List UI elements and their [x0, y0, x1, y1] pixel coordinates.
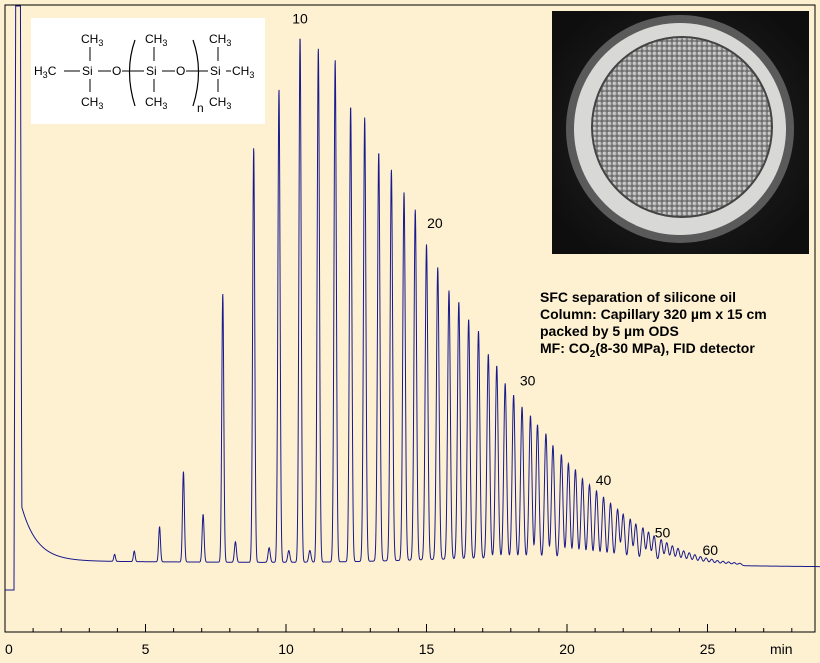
chromatogram-trace — [5, 5, 820, 591]
x-axis-ticks — [4, 624, 793, 632]
struct-o-2: O — [176, 64, 185, 78]
x-axis-tick-labels: 0 5 10 15 20 25 — [5, 641, 715, 657]
peak-label: 60 — [703, 542, 719, 558]
plot-frame — [4, 4, 816, 633]
peak-label: 10 — [292, 11, 308, 27]
x-axis-label: min — [770, 641, 793, 657]
chemical-structure: CH3 CH3 CH3 H3C Si O Si O Si CH3 CH3 CH3… — [31, 18, 265, 124]
x-tick-label: 0 — [5, 641, 13, 657]
peak-label: 20 — [427, 215, 443, 231]
struct-ch3-top-3: CH3 — [209, 32, 231, 48]
column-packing — [592, 37, 772, 217]
info-line-4: MF: CO2(8-30 MPa), FID detector — [540, 340, 755, 360]
info-line-3: packed by 5 µm ODS — [540, 323, 679, 339]
experiment-info: SFC separation of silicone oil Column: C… — [540, 289, 767, 363]
column-packing-shade — [591, 36, 773, 218]
struct-ch3-bottom-3: CH3 — [209, 95, 231, 111]
struct-si-1: Si — [82, 64, 93, 78]
peak-label: 50 — [655, 524, 671, 540]
x-tick-label: 10 — [278, 641, 294, 657]
struct-ch3-bottom-2: CH3 — [145, 95, 167, 111]
struct-si-2: Si — [146, 64, 157, 78]
struct-left-bracket — [128, 39, 136, 107]
info-line-2: Column: Capillary 320 µm x 15 cm — [540, 306, 767, 322]
struct-si-3: Si — [210, 64, 221, 78]
struct-ch3-bottom-1: CH3 — [81, 95, 103, 111]
x-tick-label: 20 — [559, 641, 575, 657]
struct-h3c: H3C — [34, 64, 57, 80]
column-cross-section-photo — [552, 11, 809, 254]
struct-right-bracket — [192, 39, 200, 107]
peak-label: 40 — [596, 472, 612, 488]
info-line-1: SFC separation of silicone oil — [540, 289, 737, 305]
peak-number-labels: 10 20 30 40 50 60 — [292, 11, 718, 558]
struct-ch3-right: CH3 — [232, 64, 254, 80]
struct-subscript-n: n — [197, 101, 204, 115]
struct-ch3-top-1: CH3 — [81, 32, 103, 48]
x-tick-label: 15 — [419, 641, 435, 657]
x-tick-label: 25 — [700, 641, 716, 657]
struct-ch3-top-2: CH3 — [145, 32, 167, 48]
x-tick-label: 5 — [142, 641, 150, 657]
struct-o-1: O — [112, 64, 121, 78]
peak-label: 30 — [520, 373, 536, 389]
